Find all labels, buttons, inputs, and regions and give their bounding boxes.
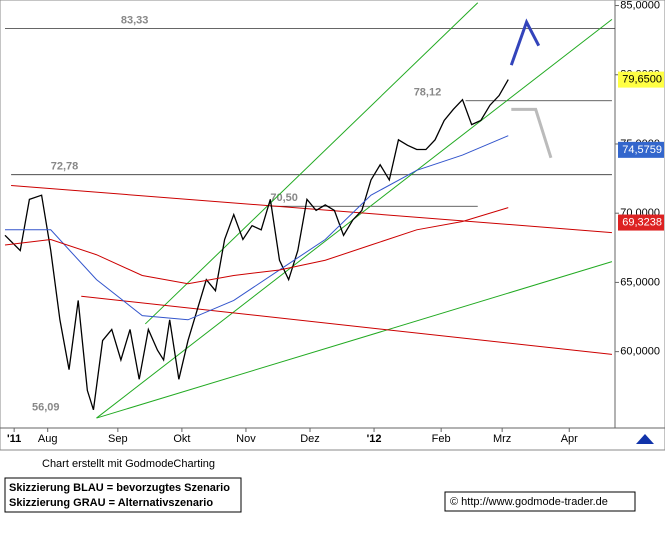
price-line <box>5 135 509 321</box>
level-label: 70,50 <box>270 192 298 204</box>
trend-line <box>96 261 613 419</box>
legend-gray: Skizzierung GRAU = Alternativszenario <box>9 497 213 509</box>
logo-icon <box>636 434 654 444</box>
y-tick-label: 85,0000 <box>620 0 660 11</box>
price-line <box>4 207 509 285</box>
x-tick-label: Aug <box>38 433 58 445</box>
price-tag-label: 79,6500 <box>622 74 662 86</box>
price-line <box>4 79 509 410</box>
scenario-arrow <box>509 18 541 66</box>
scenario-arrow <box>511 107 553 159</box>
x-tick-label: Nov <box>236 433 256 445</box>
price-tag <box>618 214 664 231</box>
price-tag <box>618 141 664 158</box>
x-tick-label: Sep <box>108 433 128 445</box>
legend-blue: Skizzierung BLAU = bevorzugtes Szenario <box>9 482 230 494</box>
level-label: 72,78 <box>51 161 79 173</box>
y-tick-label: 65,0000 <box>620 276 660 288</box>
y-tick-label: 60,0000 <box>620 346 660 358</box>
credit: Chart erstellt mit GodmodeCharting <box>42 458 215 470</box>
trend-line <box>11 185 612 234</box>
low-label: 56,09 <box>32 402 60 414</box>
price-tag-label: 74,5759 <box>622 144 662 156</box>
price-tag <box>618 71 664 88</box>
trend-line <box>81 295 613 355</box>
x-tick-label: '12 <box>367 433 382 445</box>
x-tick-label: Dez <box>300 433 320 445</box>
level-label: 78,12 <box>414 87 442 99</box>
x-tick-label: Feb <box>432 433 451 445</box>
copyright-box <box>444 491 636 512</box>
price-tag-label: 69,3238 <box>622 216 662 228</box>
level-label: 83,33 <box>121 15 149 27</box>
legend-box <box>4 477 242 513</box>
trend-line <box>144 2 479 325</box>
x-tick-label: '11 <box>7 433 21 445</box>
x-tick-label: Mrz <box>493 433 511 445</box>
x-tick-label: Okt <box>173 433 190 445</box>
chart-frame <box>0 0 665 451</box>
copyright: © http://www.godmode-trader.de <box>450 496 608 508</box>
x-tick-label: Apr <box>561 433 578 445</box>
